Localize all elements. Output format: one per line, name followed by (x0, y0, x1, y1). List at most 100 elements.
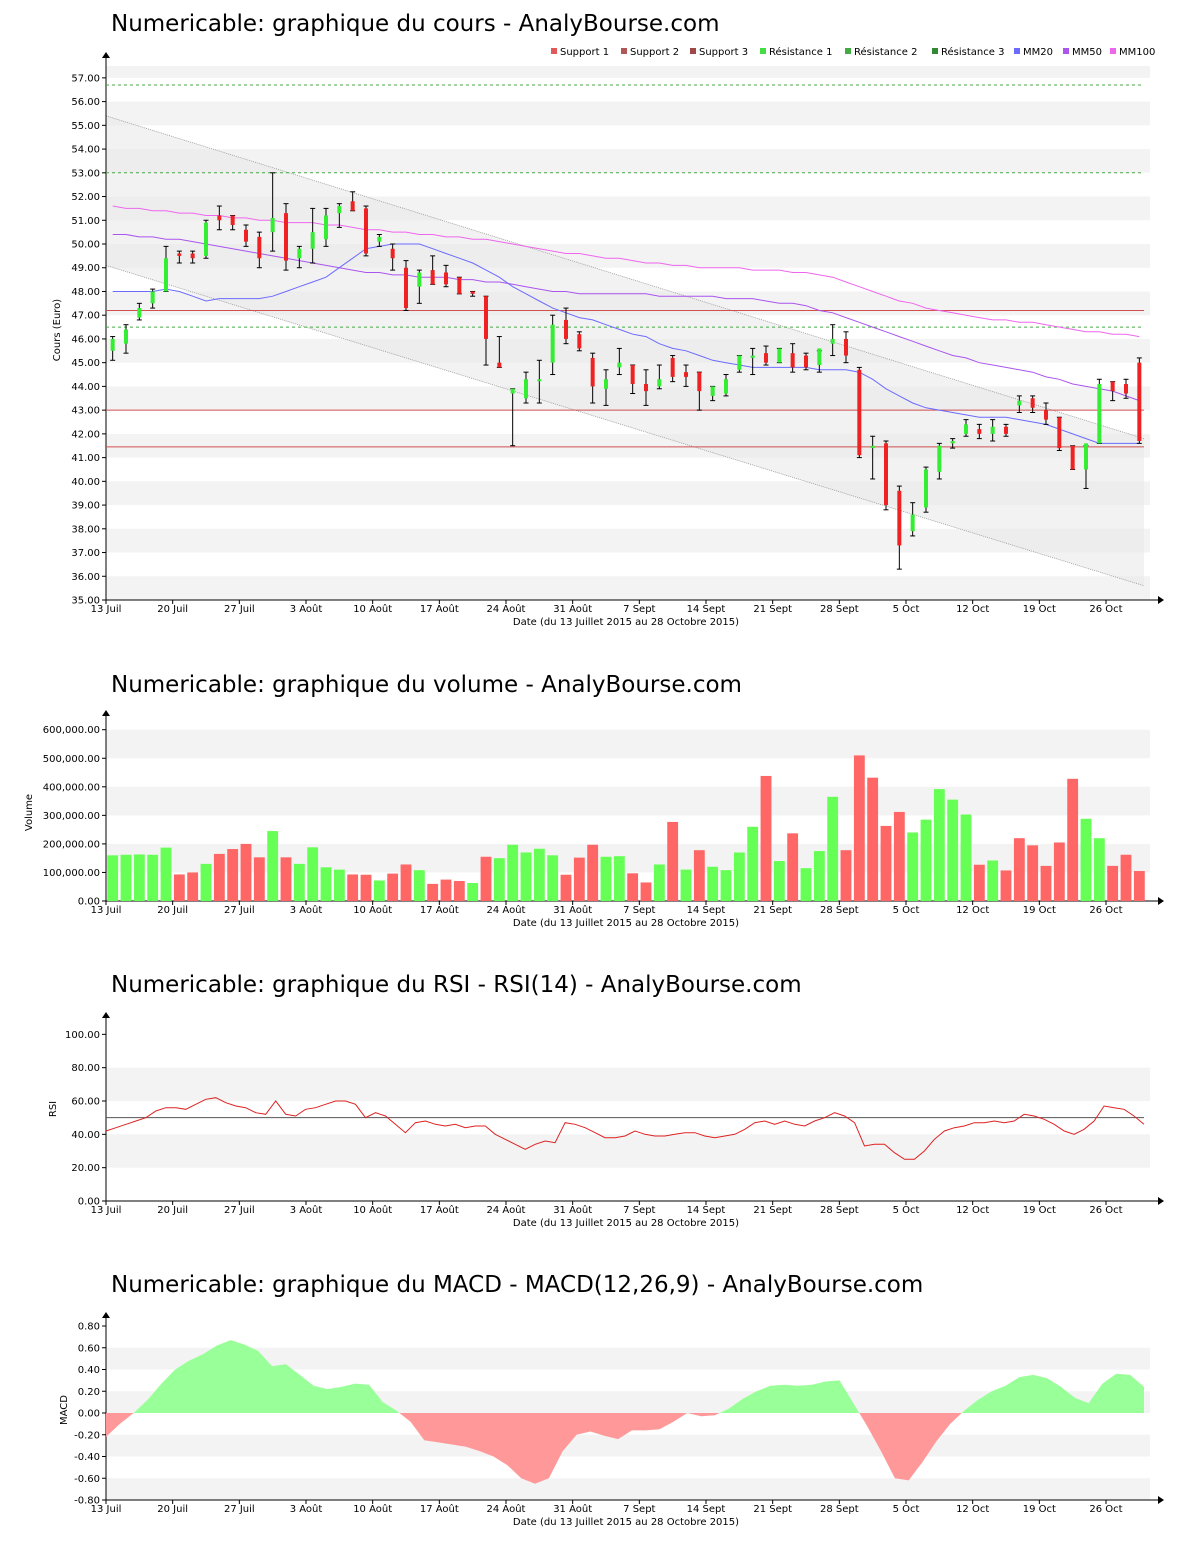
volume-bar (853, 755, 865, 901)
volume-bar (573, 857, 585, 901)
y-tick-label: -0.20 (74, 1430, 100, 1441)
volume-bar (613, 856, 625, 901)
candle-body (897, 490, 902, 546)
x-tick-label: 10 Août (353, 1204, 392, 1216)
volume-bar (173, 874, 185, 901)
y-tick-label: 40.00 (71, 1130, 100, 1141)
x-tick-label: 10 Août (353, 603, 392, 615)
legend-label: MM50 (1072, 47, 1102, 58)
grid-band (106, 66, 1150, 78)
volume-bar (547, 855, 559, 901)
x-tick-label: 24 Août (487, 603, 526, 615)
volume-bar (507, 844, 519, 901)
x-tick-label: 5 Oct (893, 1504, 920, 1515)
volume-bar (1040, 865, 1052, 901)
x-tick-label: 31 Août (553, 603, 592, 615)
macd-positive-area (133, 1340, 400, 1413)
volume-bar (347, 874, 359, 901)
candle-body (817, 348, 822, 366)
volume-bar (253, 857, 265, 901)
candle-body (657, 379, 662, 387)
y-tick-label: 20.00 (71, 1163, 100, 1174)
y-tick-label: 100,000.00 (43, 868, 100, 879)
candle-body (590, 357, 595, 387)
volume-bar (1000, 870, 1012, 901)
candle-body (1044, 410, 1048, 420)
volume-bar (680, 869, 692, 901)
volume-bar (987, 860, 999, 901)
x-tick-label: 12 Oct (956, 905, 989, 916)
candle-body (804, 355, 808, 368)
y-tick-label: 54.00 (71, 145, 100, 156)
grid-band (106, 149, 1150, 173)
candle-body (710, 386, 715, 396)
volume-bar (640, 882, 652, 901)
x-tick-label: 10 Août (353, 1503, 392, 1515)
candle-body (790, 353, 795, 368)
x-axis-label: Date (du 13 Juillet 2015 au 28 Octobre 2… (513, 918, 739, 929)
x-tick-label: 19 Oct (1023, 905, 1056, 916)
x-tick-label: 13 Juil (91, 604, 122, 615)
candle-body (844, 338, 848, 356)
mm20-line (112, 243, 1140, 444)
legend-swatch (690, 48, 696, 54)
volume-bar (1120, 854, 1132, 901)
x-tick-label: 10 Août (353, 904, 392, 916)
candle-body (870, 445, 875, 449)
y-tick-label: 0.40 (78, 1365, 100, 1376)
x-tick-label: 3 Août (290, 1204, 323, 1216)
legend-label: Résistance 1 (769, 46, 832, 58)
y-tick-label: 500,000.00 (43, 754, 100, 765)
volume-bar (787, 833, 799, 901)
volume-bar (560, 874, 572, 901)
volume-bar (1027, 845, 1039, 901)
volume-bar (160, 847, 172, 901)
candle-body (150, 291, 155, 304)
legend-label: Support 3 (699, 47, 748, 58)
x-tick-label: 27 Juil (224, 1205, 255, 1216)
x-tick-label: 24 Août (487, 904, 526, 916)
x-tick-label: 26 Oct (1089, 1205, 1122, 1216)
y-tick-label: 36.00 (71, 572, 100, 583)
x-tick-label: 24 Août (487, 1204, 526, 1216)
legend-label: Résistance 2 (854, 46, 917, 58)
legend-swatch (760, 48, 766, 54)
macd-chart: -0.80 -0.60 -0.40 -0.20 0.00 0.20 0.40 0.60 0.80… (59, 1312, 1164, 1528)
candle-body (457, 277, 462, 294)
candle-body (964, 424, 968, 434)
y-tick-label: 47.00 (71, 311, 100, 322)
x-tick-label: 21 Sept (753, 604, 792, 615)
grid-band (106, 101, 1150, 126)
volume-bar (333, 869, 345, 901)
candle-body (884, 443, 888, 506)
volume-bar (600, 856, 612, 901)
volume-chart: 0.00 100,000.00 200,000.00 300,000.00 400,00… (24, 710, 1164, 929)
x-tick-label: 17 Août (420, 904, 459, 916)
volume-bar (707, 866, 719, 901)
x-tick-label: 3 Août (290, 603, 323, 615)
volume-bar (947, 799, 959, 901)
x-tick-label: 3 Août (290, 1503, 323, 1515)
candle-body (617, 362, 622, 368)
y-tick-label: -0.40 (74, 1452, 100, 1463)
x-tick-label: 27 Juil (224, 905, 255, 916)
candle-body (1017, 400, 1022, 406)
legend-swatch (1110, 48, 1116, 54)
volume-bar (587, 844, 599, 901)
candle-body (497, 362, 502, 368)
y-tick-label: 50.00 (71, 240, 100, 251)
candle-body (244, 229, 248, 242)
x-tick-label: 26 Oct (1089, 1504, 1122, 1515)
y-axis-label: RSI (48, 1101, 59, 1117)
volume-bar (813, 851, 825, 901)
candle-body (364, 208, 368, 254)
candle-body (337, 206, 342, 214)
volume-bar (360, 874, 372, 901)
y-tick-label: 0.00 (78, 897, 100, 908)
candle-body (604, 379, 608, 389)
legend-label: MM20 (1023, 47, 1053, 58)
x-tick-label: 28 Sept (820, 905, 859, 916)
volume-bar (373, 880, 385, 901)
candle-body (1004, 426, 1008, 434)
candle-body (644, 384, 648, 392)
